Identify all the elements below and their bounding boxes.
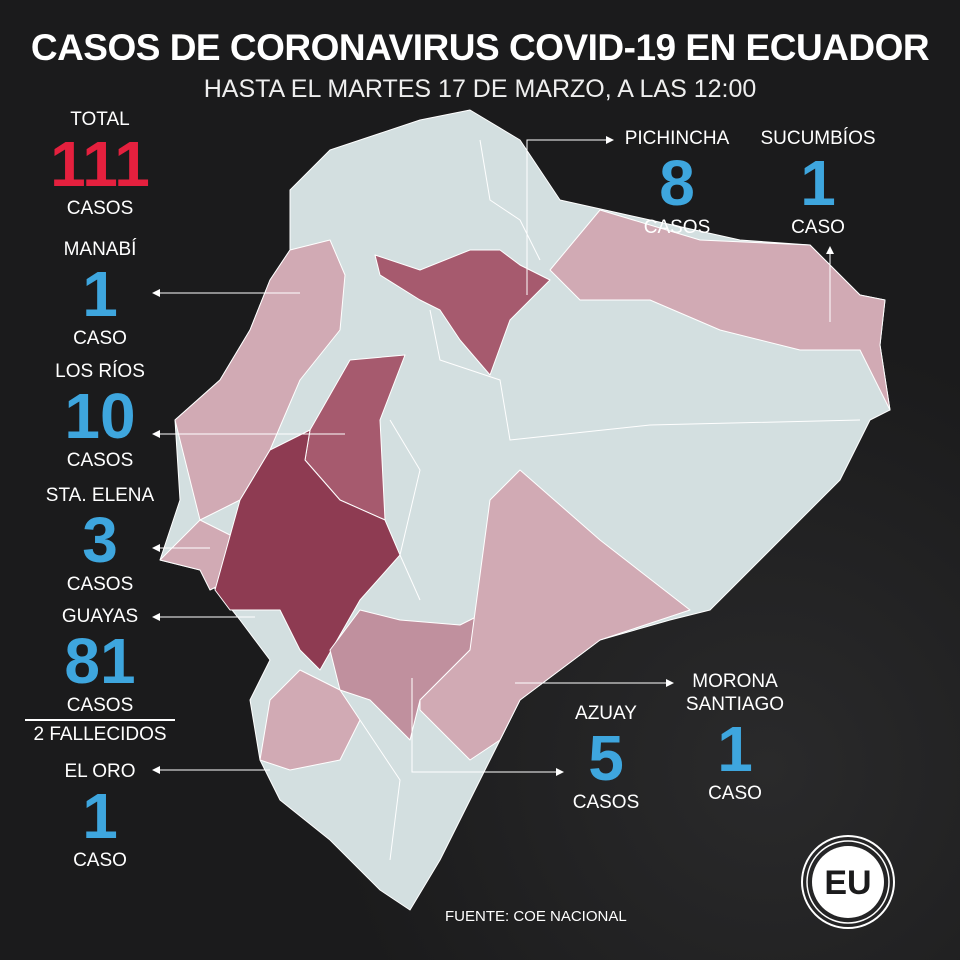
province-unit: CASOS <box>572 792 640 813</box>
total-cases: TOTAL 111 CASOS <box>35 108 165 220</box>
province-name: EL ORO <box>64 761 136 782</box>
province-sucumbios <box>549 209 891 411</box>
province-name: STA. ELENA <box>45 485 155 506</box>
province-value: 1 <box>800 147 836 219</box>
province-value: 3 <box>82 504 118 576</box>
total-label: TOTAL <box>70 109 130 130</box>
province-guayas <box>214 429 401 671</box>
label-sucumbios: SUCUMBÍOS 1 CASO <box>753 127 883 239</box>
province-name: MORONA SANTIAGO <box>685 671 785 715</box>
total-unit: CASOS <box>66 198 134 219</box>
province-name: LOS RÍOS <box>55 361 145 382</box>
province-unit: CASO <box>708 783 762 804</box>
province-unit: CASO <box>73 850 127 871</box>
province-name: PICHINCHA <box>624 128 730 149</box>
province-unit: CASOS <box>66 574 134 595</box>
province-deaths: 2 FALLECIDOS <box>25 719 175 746</box>
label-sta-elena: STA. ELENA 3 CASOS <box>35 484 165 596</box>
province-el-oro <box>259 669 361 771</box>
province-value: 81 <box>64 625 136 697</box>
province-value: 1 <box>717 713 753 785</box>
eu-logo: EU <box>801 835 895 929</box>
total-value: 111 <box>50 128 150 200</box>
province-value: 5 <box>588 722 624 794</box>
label-los-rios: LOS RÍOS 10 CASOS <box>35 360 165 472</box>
province-unit: CASO <box>791 217 845 238</box>
province-value: 8 <box>659 147 695 219</box>
province-unit: CASOS <box>66 450 134 471</box>
label-morona-santiago: MORONA SANTIAGO 1 CASO <box>680 670 790 805</box>
province-borders <box>429 309 861 441</box>
province-pichincha <box>374 249 551 376</box>
province-morona-santiago <box>419 469 691 761</box>
province-unit: CASO <box>73 328 127 349</box>
label-manabi: MANABÍ 1 CASO <box>35 238 165 350</box>
province-unit: CASOS <box>66 695 134 716</box>
arrow-heads <box>152 136 834 776</box>
label-el-oro: EL ORO 1 CASO <box>35 760 165 872</box>
label-pichincha: PICHINCHA 8 CASOS <box>612 127 742 239</box>
province-value: 1 <box>82 258 118 330</box>
page-title: CASOS DE CORONAVIRUS COVID-19 EN ECUADOR <box>30 27 930 68</box>
svg-text:EU: EU <box>824 864 871 902</box>
province-name: AZUAY <box>575 703 637 724</box>
source-note: FUENTE: COE NACIONAL <box>445 908 627 925</box>
province-unit: CASOS <box>643 217 711 238</box>
leader-lines <box>155 139 831 773</box>
province-name: GUAYAS <box>61 606 139 627</box>
label-azuay: AZUAY 5 CASOS <box>541 702 671 814</box>
province-value: 1 <box>82 780 118 852</box>
province-name: MANABÍ <box>63 239 137 260</box>
label-guayas: GUAYAS 81 CASOS 2 FALLECIDOS <box>25 605 175 746</box>
page-subtitle: HASTA EL MARTES 17 DE MARZO, A LAS 12:00 <box>203 75 757 103</box>
province-name: SUCUMBÍOS <box>760 128 876 149</box>
province-value: 10 <box>64 380 136 452</box>
